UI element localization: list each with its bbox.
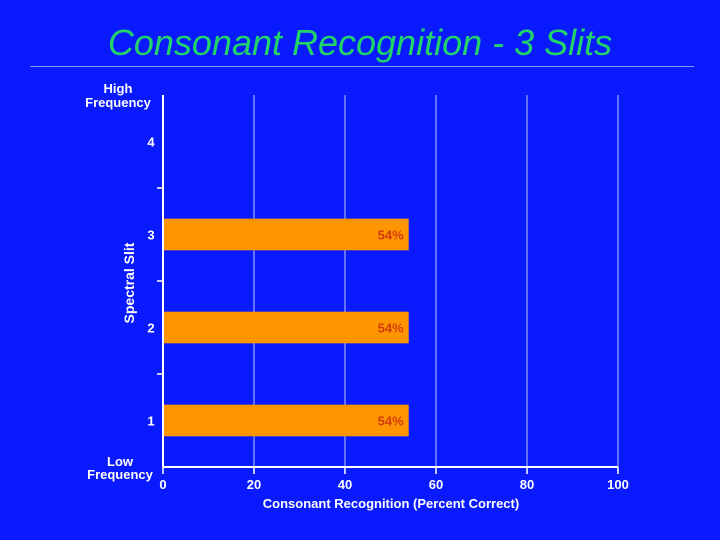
bar-slit-3 xyxy=(163,218,409,251)
data-label-slit-2: 54% xyxy=(378,321,404,336)
bars: 54% 54% 54% xyxy=(163,218,409,437)
x-tick-label-0: 0 xyxy=(159,477,166,492)
y-tick-label-3: 3 xyxy=(147,228,154,243)
x-tick-label-100: 100 xyxy=(607,477,629,492)
data-label-slit-1: 54% xyxy=(378,414,404,429)
slide-title: Consonant Recognition - 3 Slits xyxy=(107,22,613,63)
axes: 0 20 40 60 80 100 1 2 3 4 xyxy=(147,95,629,492)
y-bottom-label-line2: Frequency xyxy=(87,467,154,482)
x-tick-label-80: 80 xyxy=(520,477,534,492)
x-tick-label-40: 40 xyxy=(338,477,352,492)
y-bottom-label-line1: Low xyxy=(107,454,134,469)
y-axis-title: Spectral Slit xyxy=(121,242,137,323)
bar-slit-2 xyxy=(163,311,409,344)
y-tick-label-1: 1 xyxy=(147,414,154,429)
y-top-label-line2: Frequency xyxy=(85,95,152,110)
y-top-label-line1: High xyxy=(104,81,133,96)
gridlines xyxy=(253,95,619,467)
data-label-slit-3: 54% xyxy=(378,228,404,243)
x-tick-label-20: 20 xyxy=(247,477,261,492)
x-tick-label-60: 60 xyxy=(429,477,443,492)
bar-slit-1 xyxy=(163,404,409,437)
y-tick-label-2: 2 xyxy=(147,321,154,336)
y-tick-label-4: 4 xyxy=(147,135,155,150)
title-divider xyxy=(30,66,694,67)
x-axis-title: Consonant Recognition (Percent Correct) xyxy=(263,496,519,511)
